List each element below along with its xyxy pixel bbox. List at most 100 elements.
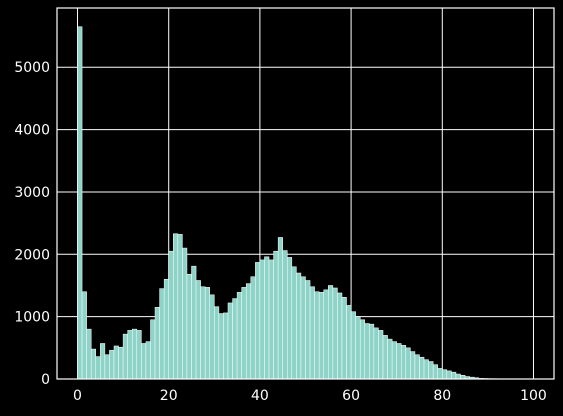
histogram-bar	[77, 26, 83, 380]
grid-lines	[57, 8, 554, 380]
histogram-bar	[127, 330, 133, 380]
histogram-bar	[401, 345, 407, 380]
histogram-bar	[100, 343, 106, 380]
y-tick-label: 2000	[14, 247, 50, 263]
histogram-bar	[287, 257, 293, 380]
histogram-bar	[410, 351, 416, 380]
histogram-bar	[223, 312, 229, 380]
histogram-bar	[423, 359, 429, 380]
plot-frame	[56, 7, 555, 380]
histogram-bar	[355, 316, 361, 380]
histogram-bar	[150, 319, 156, 380]
histogram-bar	[337, 292, 343, 380]
histogram-bar	[214, 306, 220, 380]
y-tick-label: 4000	[14, 123, 50, 139]
histogram-bar	[396, 343, 402, 380]
histogram-bar	[373, 327, 379, 380]
histogram-bar	[419, 356, 425, 380]
histogram-bars	[77, 26, 534, 380]
histogram-bar	[218, 313, 224, 380]
histogram-bar	[282, 250, 288, 380]
y-tick-label: 3000	[14, 185, 50, 201]
histogram-bar	[378, 330, 384, 380]
y-tick-label: 0	[41, 372, 50, 388]
histogram-bar	[159, 288, 165, 380]
histogram-bar	[104, 354, 110, 380]
x-tick-label: 0	[73, 388, 82, 404]
histogram-bar	[204, 287, 210, 380]
histogram-bar	[191, 265, 197, 380]
histogram-bar	[154, 307, 160, 380]
x-tick-label: 20	[160, 388, 178, 404]
histogram-bar	[250, 276, 256, 380]
histogram-bar	[359, 319, 366, 380]
histogram-bar	[277, 237, 283, 380]
histogram-bar	[350, 311, 356, 380]
histogram-bar	[446, 370, 452, 380]
histogram-bar	[451, 371, 457, 380]
histogram-bar	[131, 328, 138, 380]
histogram-bar	[296, 272, 302, 380]
histogram-bar	[364, 323, 370, 380]
histogram-bar	[186, 273, 192, 380]
y-tick-label: 1000	[14, 310, 50, 326]
histogram-bar	[318, 292, 324, 380]
histogram-bar	[432, 364, 438, 380]
histogram-bar	[145, 341, 151, 380]
histogram-bar	[113, 345, 119, 380]
histogram-bar	[391, 341, 397, 380]
histogram-bar	[369, 323, 375, 380]
histogram-bar	[168, 250, 174, 380]
histogram-bar	[195, 280, 201, 380]
histogram-bar	[291, 266, 297, 380]
histogram-bar	[323, 289, 329, 380]
histogram-bar	[300, 276, 306, 380]
histogram-bar	[414, 354, 420, 380]
histogram-bar	[346, 305, 352, 380]
x-tick-label: 80	[433, 388, 451, 404]
histogram-bar	[200, 286, 206, 380]
histogram-bar	[273, 250, 279, 380]
x-tick-label: 60	[342, 388, 360, 404]
histogram-bar	[341, 297, 347, 380]
histogram-bar	[118, 346, 124, 380]
x-axis-ticks: 0 20 40 60 80 100	[73, 388, 547, 404]
histogram-bar	[245, 283, 252, 380]
histogram-bar	[428, 361, 434, 380]
histogram-bar	[173, 233, 179, 380]
histogram-bar	[232, 298, 238, 380]
histogram-bar	[387, 338, 393, 380]
histogram-bar	[268, 259, 274, 380]
histogram-bar	[236, 292, 242, 380]
histogram-bar	[95, 356, 101, 380]
y-axis-ticks: 0 1000 2000 3000 4000 5000	[14, 60, 50, 388]
histogram-bar	[332, 287, 338, 380]
histogram-bar	[182, 247, 188, 380]
histogram-bar	[109, 350, 115, 380]
histogram-bar	[227, 302, 233, 380]
histogram-bar	[264, 256, 270, 380]
histogram-bar	[405, 347, 411, 380]
histogram-bar	[86, 328, 92, 380]
histogram-bar	[309, 286, 315, 380]
x-tick-label: 40	[251, 388, 269, 404]
histogram-bar	[209, 294, 215, 380]
histogram-bar	[259, 259, 265, 380]
y-tick-label: 5000	[14, 60, 50, 76]
histogram-bar	[163, 278, 169, 380]
histogram-bar	[241, 287, 247, 380]
histogram-bar	[90, 348, 97, 380]
histogram-bar	[328, 285, 334, 380]
histogram-bar	[314, 291, 320, 380]
x-tick-label: 100	[520, 388, 547, 404]
histogram-bar	[455, 373, 461, 380]
histogram-bar	[382, 335, 388, 380]
histogram-bar	[141, 343, 147, 380]
histogram-bar	[437, 368, 443, 380]
histogram-bar	[81, 291, 87, 380]
histogram-bar	[177, 234, 183, 380]
histogram-bar	[442, 369, 448, 380]
histogram-bar	[255, 262, 261, 380]
histogram-bar	[122, 333, 128, 380]
